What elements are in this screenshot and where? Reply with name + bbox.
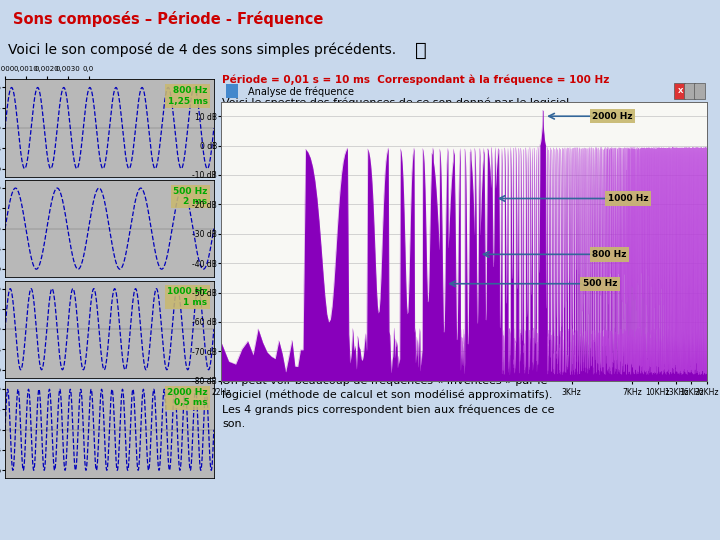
Text: 1000 Hz
1 ms: 1000 Hz 1 ms xyxy=(167,287,207,307)
Text: On peut voir beaucoup de fréquences « inventées » par le
logiciel (méthode de ca: On peut voir beaucoup de fréquences « in… xyxy=(222,375,554,429)
Text: 🔊: 🔊 xyxy=(415,40,427,59)
Text: 500 Hz
2 ms: 500 Hz 2 ms xyxy=(174,187,207,206)
Text: 2000 Hz: 2000 Hz xyxy=(593,112,633,121)
Text: 800 Hz
1,25 ms: 800 Hz 1,25 ms xyxy=(168,86,207,106)
Text: 500 Hz: 500 Hz xyxy=(582,279,617,288)
Text: Analyse de fréquence: Analyse de fréquence xyxy=(248,86,354,97)
Bar xyxy=(675,83,685,99)
Text: Voici le spectre des fréquences de ce son donné par le logiciel
audacity:: Voici le spectre des fréquences de ce so… xyxy=(222,98,570,122)
Text: 800 Hz: 800 Hz xyxy=(593,250,626,259)
Bar xyxy=(694,83,705,99)
Text: Voici le son composé de 4 des sons simples précédents.: Voici le son composé de 4 des sons simpl… xyxy=(8,43,396,57)
Text: 1000 Hz: 1000 Hz xyxy=(608,194,649,203)
Text: Période = 0,01 s = 10 ms  Correspondant à la fréquence = 100 Hz: Période = 0,01 s = 10 ms Correspondant à… xyxy=(222,75,609,85)
Text: Sons composés – Période - Fréquence: Sons composés – Période - Fréquence xyxy=(13,11,323,28)
Bar xyxy=(684,83,695,99)
Bar xyxy=(226,84,238,98)
Text: 2000 Hz
0,5 ms: 2000 Hz 0,5 ms xyxy=(167,388,207,407)
Text: X: X xyxy=(678,88,683,94)
